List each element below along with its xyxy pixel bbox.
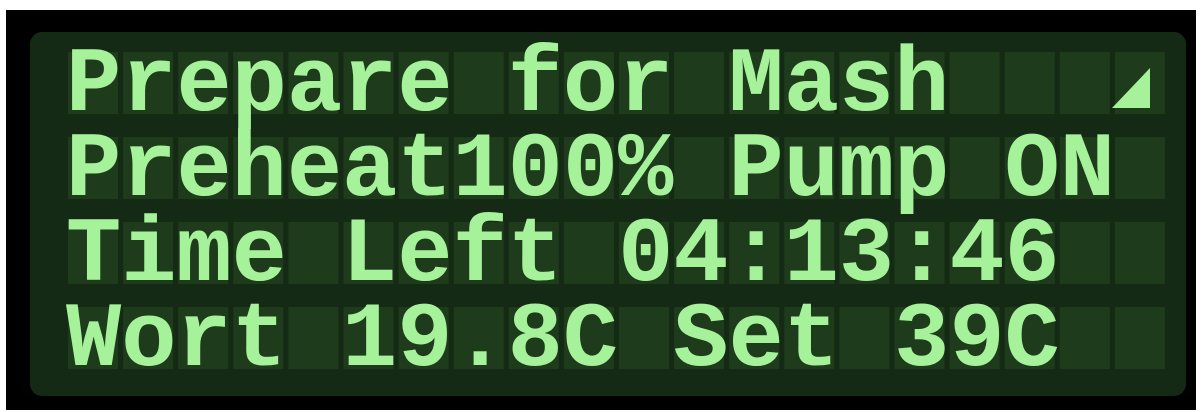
lcd-cell [674, 307, 725, 369]
lcd-cell [178, 52, 229, 114]
lcd-cell [288, 137, 339, 199]
lcd-cell [1059, 307, 1110, 369]
lcd-cell [123, 137, 174, 199]
lcd-cell [1114, 222, 1165, 284]
lcd-cell [674, 52, 725, 114]
lcd-cell [619, 307, 669, 369]
lcd-cell [508, 52, 559, 114]
lcd-panel [30, 32, 1186, 396]
lcd-cell [453, 137, 504, 199]
lcd-cell [233, 222, 284, 284]
lcd-cell [453, 222, 504, 284]
lcd-cell [784, 222, 835, 284]
lcd-line: Wort 19.8C Set 39C [66, 288, 1060, 393]
lcd-cell [398, 52, 449, 114]
lcd-cell [729, 52, 780, 114]
lcd-cell [398, 307, 449, 369]
lcd-cell [894, 137, 945, 199]
lcd-line: Time Left 04:13:46 [66, 203, 1060, 308]
lcd-cell [508, 307, 559, 369]
lcd-cell [839, 52, 890, 114]
lcd-cell [398, 137, 449, 199]
lcd-cell [949, 52, 1000, 114]
lcd-cell [398, 222, 449, 284]
lcd-cell [233, 52, 284, 114]
lcd-cell [784, 307, 835, 369]
lcd-cell [233, 137, 284, 199]
lcd-line: Preheat100% Pump ON [66, 118, 1115, 223]
lcd-cell [1004, 307, 1055, 369]
lcd-cell [729, 222, 780, 284]
lcd-cell [288, 307, 339, 369]
lcd-cell [343, 137, 394, 199]
lcd-cell [178, 307, 229, 369]
lcd-cell [343, 222, 394, 284]
lcd-cell [178, 137, 229, 199]
lcd-cell [784, 137, 835, 199]
lcd-cell [233, 307, 284, 369]
lcd-cell [123, 307, 174, 369]
lcd-cell [729, 137, 780, 199]
lcd-cell [508, 222, 559, 284]
lcd-cell [68, 137, 118, 199]
lcd-cell [1004, 137, 1055, 199]
lcd-cell [453, 307, 504, 369]
lcd-cell [563, 222, 614, 284]
lcd-cell [894, 222, 945, 284]
lcd-cell [563, 137, 614, 199]
lcd-cell [343, 52, 394, 114]
lcd-cell [729, 307, 780, 369]
lcd-cell [619, 137, 669, 199]
lcd-cell [508, 137, 559, 199]
lcd-cell [1059, 137, 1110, 199]
lcd-cell [563, 307, 614, 369]
lcd-cell [563, 52, 614, 114]
lcd-cell [894, 307, 945, 369]
lcd-cell [949, 222, 1000, 284]
lcd-cell [343, 307, 394, 369]
lcd-cell [894, 52, 945, 114]
lcd-cell [949, 307, 1000, 369]
lcd-cell [123, 52, 174, 114]
lcd-cell [784, 52, 835, 114]
lcd-cell [288, 52, 339, 114]
lcd-cell [68, 307, 118, 369]
lcd-cell [674, 222, 725, 284]
lcd-cell [453, 52, 504, 114]
lcd-cell [123, 222, 174, 284]
cell-grid [68, 52, 1165, 369]
lcd-cell [619, 52, 669, 114]
lcd-cell [68, 52, 118, 114]
lcd-cell [619, 222, 669, 284]
lcd-cell [1004, 52, 1055, 114]
lcd-cell [178, 222, 229, 284]
lcd-cell [1114, 137, 1165, 199]
signal-icon [1112, 68, 1150, 108]
lcd-cell [674, 137, 725, 199]
lcd-cell [1059, 52, 1110, 114]
lcd-cell [949, 137, 1000, 199]
lcd-cell [839, 222, 890, 284]
lcd-cell [68, 222, 118, 284]
lcd-cell [839, 137, 890, 199]
lcd-cell [1114, 307, 1165, 369]
lcd-cell [1059, 222, 1110, 284]
lcd-cell [839, 307, 890, 369]
lcd-cell [288, 222, 339, 284]
lcd-line: Prepare for Mash [66, 33, 949, 138]
lcd-cell [1004, 222, 1055, 284]
